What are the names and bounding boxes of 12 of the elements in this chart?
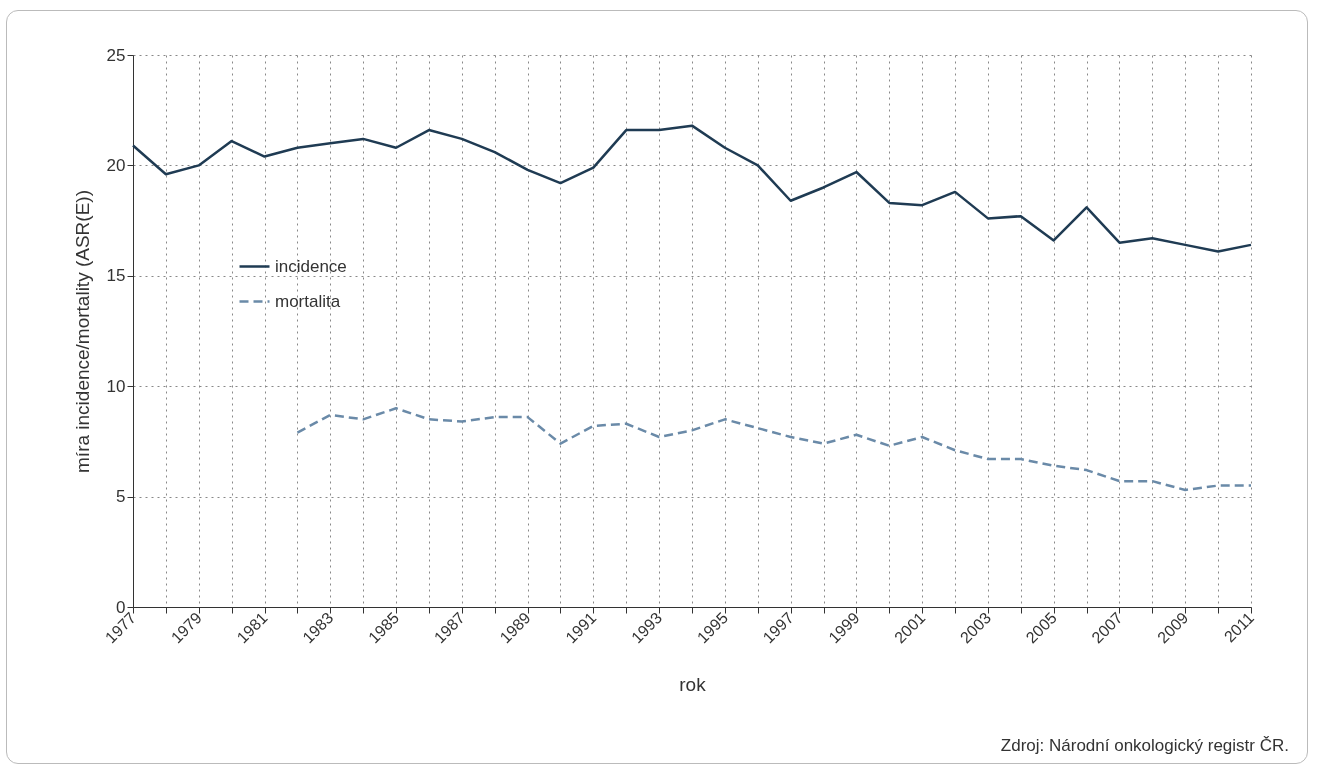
y-tick-label: 5 (116, 487, 126, 507)
line-series (131, 124, 1253, 253)
line-series (296, 407, 1253, 492)
text: Zdroj: Národní onkologický registr ČR. (1000, 736, 1289, 756)
legend-label: incidence (275, 256, 347, 276)
y-axis-title: míra incidence/mortality (ASR(E)) (71, 190, 93, 473)
x-axis-title: rok (679, 674, 707, 696)
y-tick-label: 25 (106, 45, 126, 65)
y-tick-label: 20 (106, 155, 126, 175)
y-tick-label: 15 (106, 266, 126, 286)
y-tick-label: 10 (106, 376, 126, 396)
legend-label: mortalita (275, 291, 341, 311)
